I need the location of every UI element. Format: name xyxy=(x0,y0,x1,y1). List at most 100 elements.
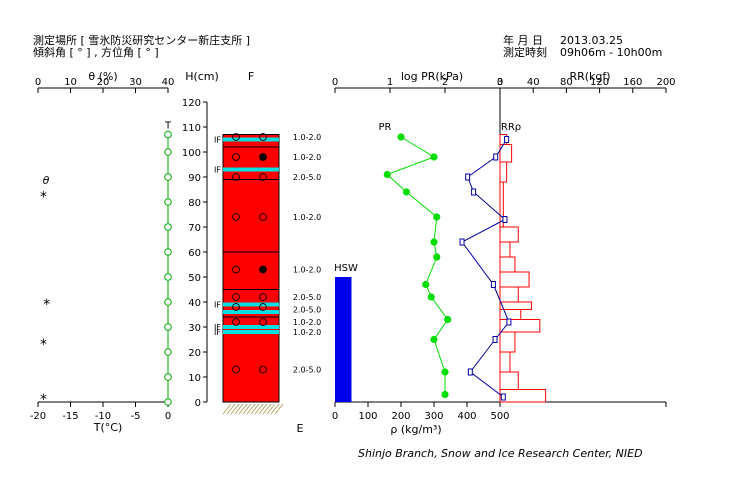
grain-size-label: 2.0-5.0 xyxy=(293,306,321,315)
theta-tick-label: 0 xyxy=(35,77,41,88)
grain-shape-symbol xyxy=(232,153,240,161)
height-tick-label: 60 xyxy=(188,248,201,259)
rr-tick-label: 120 xyxy=(590,77,609,88)
height-tick-label: 100 xyxy=(182,148,201,159)
height-tick-label: 0 xyxy=(195,398,201,409)
temp-point xyxy=(164,273,172,281)
density-tick-label: 0 xyxy=(332,411,338,422)
theta-tick-label: 40 xyxy=(162,77,175,88)
ice-layer xyxy=(223,330,279,334)
height-tick-label: 120 xyxy=(182,98,201,109)
rr-axis-label: RR(kgf) xyxy=(569,70,610,83)
temp-point xyxy=(164,248,172,256)
density-point xyxy=(500,393,506,401)
date-value: 2013.03.25 xyxy=(560,34,623,47)
temp-axis-label: T(°C) xyxy=(93,421,122,434)
rr-step xyxy=(499,286,519,303)
grain-size-label: 2.0-5.0 xyxy=(293,293,321,302)
ground-hatch xyxy=(234,403,244,415)
pr-tick-label: 3 xyxy=(497,77,503,88)
density-axis-label: ρ (kg/m³) xyxy=(390,423,441,436)
grain-size-label: 1.0-2.0 xyxy=(293,133,321,142)
temp-tick-label: 0 xyxy=(165,411,171,422)
grain-shape-symbol xyxy=(259,133,267,141)
grain-size-label: 1.0-2.0 xyxy=(293,213,321,222)
ice-layer xyxy=(223,167,279,172)
ground-hatch xyxy=(230,403,240,415)
ground-hatch xyxy=(242,403,252,415)
theta-point: * xyxy=(40,392,47,408)
grain-size-label: 1.0-2.0 xyxy=(293,328,321,337)
ice-layer-label: IF xyxy=(214,323,221,332)
rr-step xyxy=(499,226,519,243)
ground-hatch xyxy=(238,403,248,415)
density-tick-label: 500 xyxy=(490,411,509,422)
pr-tick-label: 1 xyxy=(387,77,393,88)
pr-point xyxy=(430,153,438,161)
ground-hatch xyxy=(258,403,268,415)
rr-tick-label: 80 xyxy=(560,77,573,88)
ground-hatch xyxy=(262,403,272,415)
pr-tick-label: 2 xyxy=(442,77,448,88)
ground-hatch xyxy=(250,403,260,415)
ground-hatch xyxy=(254,403,264,415)
ice-layer-label: IF xyxy=(214,328,221,337)
rr-step xyxy=(499,241,511,258)
ice-layer xyxy=(223,137,279,142)
column-label-e: E xyxy=(297,422,304,435)
rr-step xyxy=(499,351,511,373)
temp-point xyxy=(164,323,172,331)
height-tick-label: 10 xyxy=(188,373,201,384)
density-point xyxy=(502,216,508,223)
density-point xyxy=(471,188,477,196)
grain-size-label: 1.0-2.0 xyxy=(293,318,321,327)
grain-size-label: 1.0-2.0 xyxy=(293,153,321,162)
pr-point xyxy=(444,315,452,324)
density-point xyxy=(506,318,512,326)
pr-point xyxy=(402,188,411,196)
grain-shape-symbol xyxy=(259,318,267,326)
ground-hatch xyxy=(274,403,284,415)
ice-layer-label: IF xyxy=(214,301,221,310)
hsw-bar xyxy=(335,277,352,402)
grain-shape-symbol xyxy=(232,293,240,301)
height-tick-label: 80 xyxy=(188,198,201,209)
rr-step xyxy=(499,319,541,333)
ice-layer-label: IF xyxy=(214,166,221,175)
site-label: 測定場所 [ 雪氷防災研究センター新庄支所 ] xyxy=(33,34,251,47)
temp-point xyxy=(164,373,172,381)
density-tick-label: 300 xyxy=(424,411,443,422)
temp-point xyxy=(164,148,172,156)
ground-hatch xyxy=(270,403,280,415)
rr-step xyxy=(499,301,533,310)
height-tick-label: 20 xyxy=(188,348,201,359)
temp-point xyxy=(164,223,172,231)
ground-hatch xyxy=(222,403,232,415)
height-tick-label: 40 xyxy=(188,298,201,309)
ice-layer xyxy=(223,302,279,307)
pr-line xyxy=(386,136,449,395)
density-point xyxy=(459,238,465,246)
theta-tick-label: 30 xyxy=(129,77,142,88)
theta-tick-label: 20 xyxy=(97,77,110,88)
theta-series-label: θ xyxy=(43,174,50,187)
rr-step xyxy=(499,256,516,273)
rr-tick-label: 160 xyxy=(623,77,642,88)
ice-layer-label: IF xyxy=(214,136,221,145)
pr-axis-label: log PR(kPa) xyxy=(401,70,463,83)
rr-tick-label: 0 xyxy=(497,77,503,88)
grain-shape-symbol xyxy=(259,173,267,181)
ground-hatch xyxy=(226,403,236,415)
grain-size-label: 1.0-2.0 xyxy=(293,266,321,275)
pr-point xyxy=(430,335,438,344)
grain-shape-symbol xyxy=(259,293,267,301)
rr-tick-label: 200 xyxy=(656,77,675,88)
grain-shape-symbol xyxy=(232,173,240,181)
temp-point xyxy=(164,398,172,406)
rr-step xyxy=(499,161,508,183)
height-tick-label: 70 xyxy=(188,223,201,234)
temp-point xyxy=(164,198,172,206)
date-label: 年 月 日 xyxy=(503,34,543,47)
column-label-f: F xyxy=(248,70,254,83)
